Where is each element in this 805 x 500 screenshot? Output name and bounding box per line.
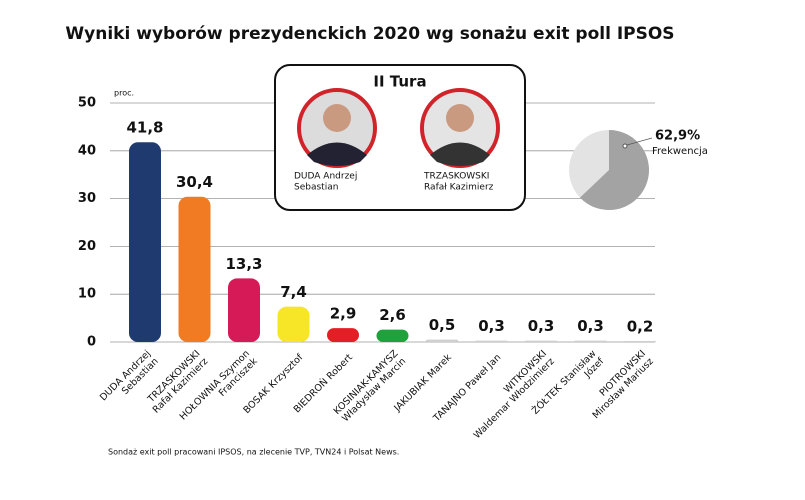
bar [228,278,260,342]
note: Sondaż exit poll pracowani IPSOS, na zle… [108,448,399,457]
candidate-name: DUDA Andrzej [294,172,357,182]
bar [574,340,607,342]
candidate-name: Sebastian [294,183,338,193]
turnout-caption: Frekwencja [652,146,708,157]
photo-suit [430,142,490,166]
value-label: 30,4 [176,173,213,191]
y-tick-label: 40 [78,143,96,158]
photo-face [323,104,351,132]
value-label: 0,3 [577,317,604,335]
value-label: 7,4 [280,283,307,301]
y-tick-label: 50 [78,96,96,111]
value-label: 0,5 [429,316,456,334]
inset-title: II Tura [373,73,426,91]
photo-face [446,104,474,132]
turnout-label: 62,9% [655,129,700,144]
y-unit: proc. [114,89,134,98]
pie-pointer [626,137,653,146]
value-label: 2,9 [330,305,357,323]
bar [327,328,359,342]
bar [525,340,557,342]
bar [376,329,409,342]
value-label: 0,3 [528,317,555,335]
pie-pointer-dot [622,143,628,149]
y-tick-label: 30 [78,191,96,206]
value-label: 41,8 [126,119,163,137]
value-label: 2,6 [379,306,406,324]
y-tick-label: 0 [87,335,96,350]
pie-slice [580,130,649,210]
value-label: 13,3 [225,255,262,273]
bar [624,341,656,342]
candidate-name: TRZASKOWSKI [423,172,489,182]
bar [178,196,211,342]
y-tick-label: 20 [78,239,96,254]
photo-suit [307,142,367,166]
value-label: 0,2 [627,318,654,336]
bar [277,306,310,342]
y-tick-label: 10 [78,287,96,302]
chart-title: Wyniki wyborów prezydenckich 2020 wg son… [65,24,674,44]
bar [475,340,508,342]
bar [426,339,458,342]
value-label: 0,3 [478,317,505,335]
bar [129,142,161,342]
inset: II Tura DUDA Andrzej Sebastian TRZASKOWS… [274,64,526,211]
candidate-name: Rafał Kazimierz [424,183,494,193]
